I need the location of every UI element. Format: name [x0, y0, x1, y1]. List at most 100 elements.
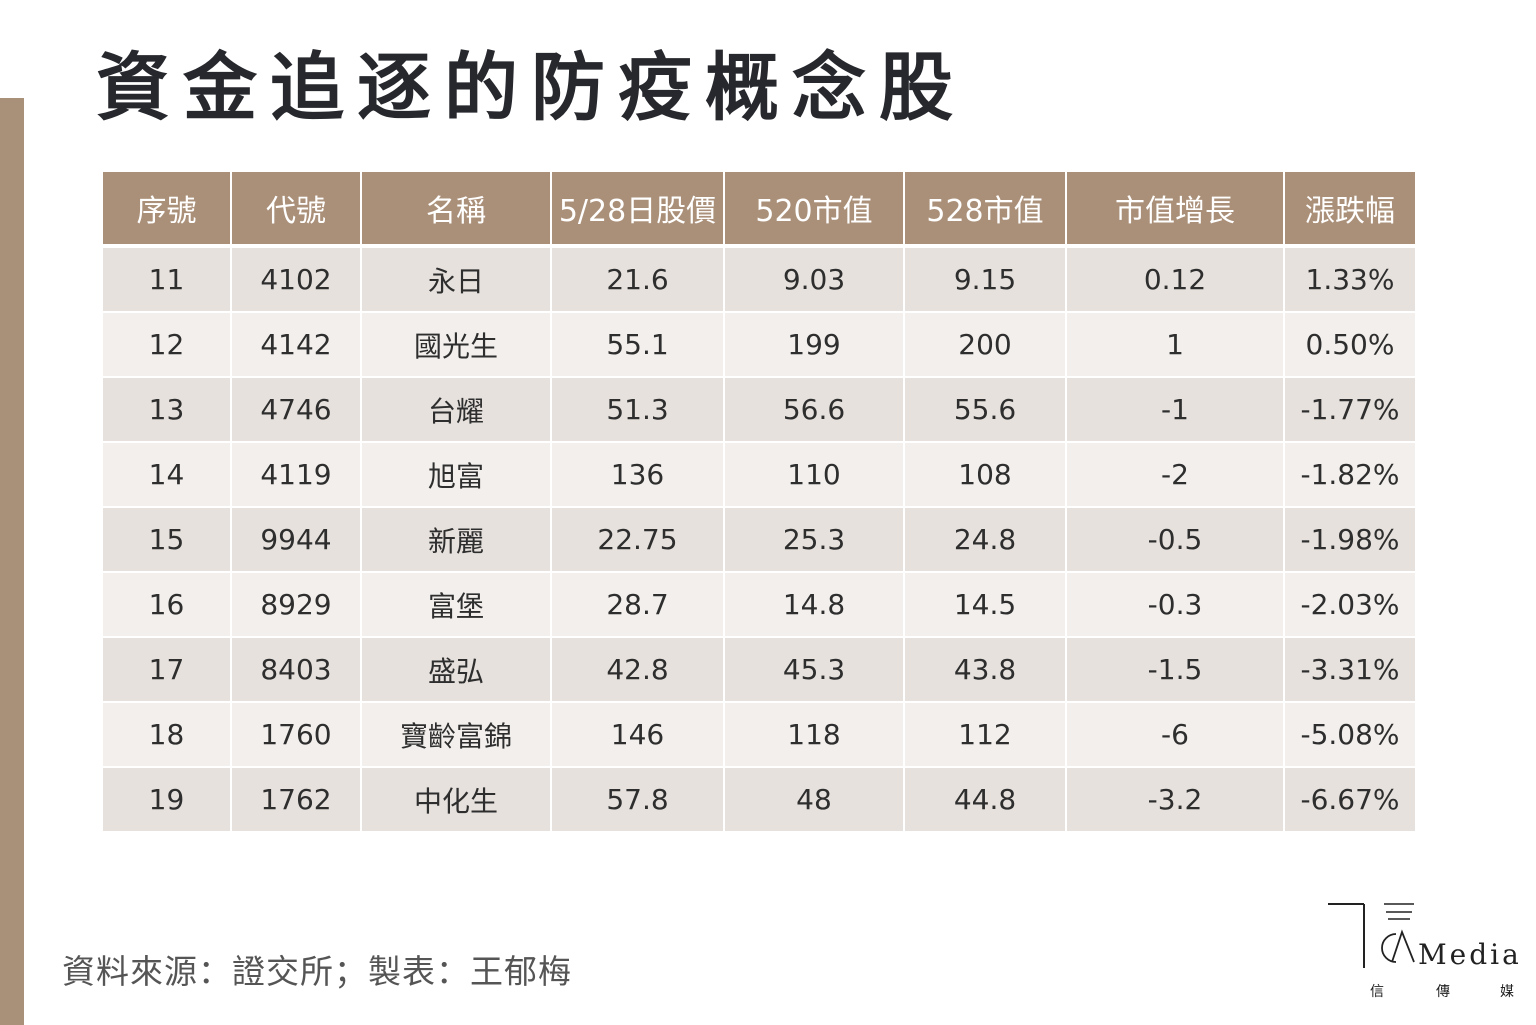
column-header-cap-520: 520市值 [724, 172, 905, 248]
cell-code: 4746 [231, 377, 362, 443]
cell-cap-growth: -0.3 [1066, 572, 1285, 638]
logo-char-2: 傳 [1436, 984, 1450, 1000]
column-header-cap-528: 528市值 [904, 172, 1067, 248]
cell-cap-growth: -1 [1066, 377, 1285, 443]
cell-index: 11 [103, 246, 232, 313]
cell-change-pct: -6.67% [1284, 767, 1415, 833]
cell-index: 16 [103, 572, 232, 638]
cell-cap-528: 43.8 [904, 637, 1067, 703]
cell-cap-520: 118 [724, 702, 905, 768]
table-row: 12 4142 國光生 55.1 199 200 1 0.50% [103, 312, 1415, 378]
cell-change-pct: -2.03% [1284, 572, 1415, 638]
cell-name: 新麗 [361, 507, 552, 573]
table-row: 13 4746 台耀 51.3 56.6 55.6 -1 -1.77% [103, 377, 1415, 443]
cell-index: 12 [103, 312, 232, 378]
cell-cap-520: 9.03 [724, 246, 905, 313]
cell-cap-528: 14.5 [904, 572, 1067, 638]
source-note: 資料來源：證交所；製表：王郁梅 [62, 952, 572, 991]
cell-code: 1760 [231, 702, 362, 768]
table-row: 19 1762 中化生 57.8 48 44.8 -3.2 -6.67% [103, 767, 1415, 833]
cell-cap-528: 55.6 [904, 377, 1067, 443]
table-row: 16 8929 富堡 28.7 14.8 14.5 -0.3 -2.03% [103, 572, 1415, 638]
cell-cap-growth: -6 [1066, 702, 1285, 768]
cell-cap-growth: -3.2 [1066, 767, 1285, 833]
cell-change-pct: -1.98% [1284, 507, 1415, 573]
cell-cap-growth: -2 [1066, 442, 1285, 508]
cell-name: 國光生 [361, 312, 552, 378]
cell-code: 4142 [231, 312, 362, 378]
column-header-change-pct: 漲跌幅 [1284, 172, 1415, 248]
cell-code: 8929 [231, 572, 362, 638]
cell-cap-528: 24.8 [904, 507, 1067, 573]
cell-cap-528: 44.8 [904, 767, 1067, 833]
cell-cap-growth: 0.12 [1066, 246, 1285, 313]
cell-cap-520: 25.3 [724, 507, 905, 573]
stock-table: 序號 代號 名稱 5/28日股價 520市值 528市值 市值增長 漲跌幅 11… [103, 172, 1415, 833]
cell-cap-520: 199 [724, 312, 905, 378]
cell-cap-520: 56.6 [724, 377, 905, 443]
cell-change-pct: -5.08% [1284, 702, 1415, 768]
cell-index: 14 [103, 442, 232, 508]
stock-table-container: 序號 代號 名稱 5/28日股價 520市值 528市值 市值增長 漲跌幅 11… [103, 172, 1415, 833]
cell-price: 51.3 [551, 377, 725, 443]
cell-code: 4119 [231, 442, 362, 508]
table-row: 18 1760 寶齡富錦 146 118 112 -6 -5.08% [103, 702, 1415, 768]
column-header-code: 代號 [231, 172, 362, 248]
page-title: 資金追逐的防疫概念股 [96, 45, 966, 131]
cell-code: 4102 [231, 246, 362, 313]
table-row: 17 8403 盛弘 42.8 45.3 43.8 -1.5 -3.31% [103, 637, 1415, 703]
side-accent-bar [0, 98, 24, 1025]
cell-cap-growth: -0.5 [1066, 507, 1285, 573]
table-row: 11 4102 永日 21.6 9.03 9.15 0.12 1.33% [103, 246, 1415, 313]
cell-index: 18 [103, 702, 232, 768]
cell-cap-528: 9.15 [904, 246, 1067, 313]
cell-price: 146 [551, 702, 725, 768]
cell-name: 中化生 [361, 767, 552, 833]
column-header-cap-growth: 市值增長 [1066, 172, 1285, 248]
media-logo: Media 信 傳 媒 [1328, 903, 1522, 1000]
cell-price: 42.8 [551, 637, 725, 703]
table-row: 15 9944 新麗 22.75 25.3 24.8 -0.5 -1.98% [103, 507, 1415, 573]
cell-price: 55.1 [551, 312, 725, 378]
cell-cap-528: 108 [904, 442, 1067, 508]
cell-name: 台耀 [361, 377, 552, 443]
cell-price: 21.6 [551, 246, 725, 313]
cell-cap-520: 45.3 [724, 637, 905, 703]
cell-name: 旭富 [361, 442, 552, 508]
cell-price: 136 [551, 442, 725, 508]
cell-change-pct: 0.50% [1284, 312, 1415, 378]
cell-change-pct: -3.31% [1284, 637, 1415, 703]
logo-char-3: 媒 [1500, 984, 1514, 1000]
cell-index: 17 [103, 637, 232, 703]
logo-word: Media [1418, 938, 1522, 971]
cell-change-pct: 1.33% [1284, 246, 1415, 313]
cell-name: 寶齡富錦 [361, 702, 552, 768]
cell-change-pct: -1.77% [1284, 377, 1415, 443]
cell-cap-520: 14.8 [724, 572, 905, 638]
column-header-price: 5/28日股價 [551, 172, 725, 248]
cell-index: 19 [103, 767, 232, 833]
table-row: 14 4119 旭富 136 110 108 -2 -1.82% [103, 442, 1415, 508]
cell-name: 富堡 [361, 572, 552, 638]
table-header-row: 序號 代號 名稱 5/28日股價 520市值 528市值 市值增長 漲跌幅 [103, 172, 1415, 248]
cell-index: 15 [103, 507, 232, 573]
cell-name: 盛弘 [361, 637, 552, 703]
cell-price: 22.75 [551, 507, 725, 573]
cell-code: 8403 [231, 637, 362, 703]
cell-cap-growth: 1 [1066, 312, 1285, 378]
cell-code: 1762 [231, 767, 362, 833]
column-header-index: 序號 [103, 172, 232, 248]
cell-cap-520: 48 [724, 767, 905, 833]
cell-code: 9944 [231, 507, 362, 573]
cell-cap-528: 200 [904, 312, 1067, 378]
cell-price: 28.7 [551, 572, 725, 638]
cell-cap-528: 112 [904, 702, 1067, 768]
column-header-name: 名稱 [361, 172, 552, 248]
cell-name: 永日 [361, 246, 552, 313]
cell-change-pct: -1.82% [1284, 442, 1415, 508]
cell-price: 57.8 [551, 767, 725, 833]
logo-char-1: 信 [1370, 984, 1384, 1000]
cell-cap-growth: -1.5 [1066, 637, 1285, 703]
cell-cap-520: 110 [724, 442, 905, 508]
cell-index: 13 [103, 377, 232, 443]
